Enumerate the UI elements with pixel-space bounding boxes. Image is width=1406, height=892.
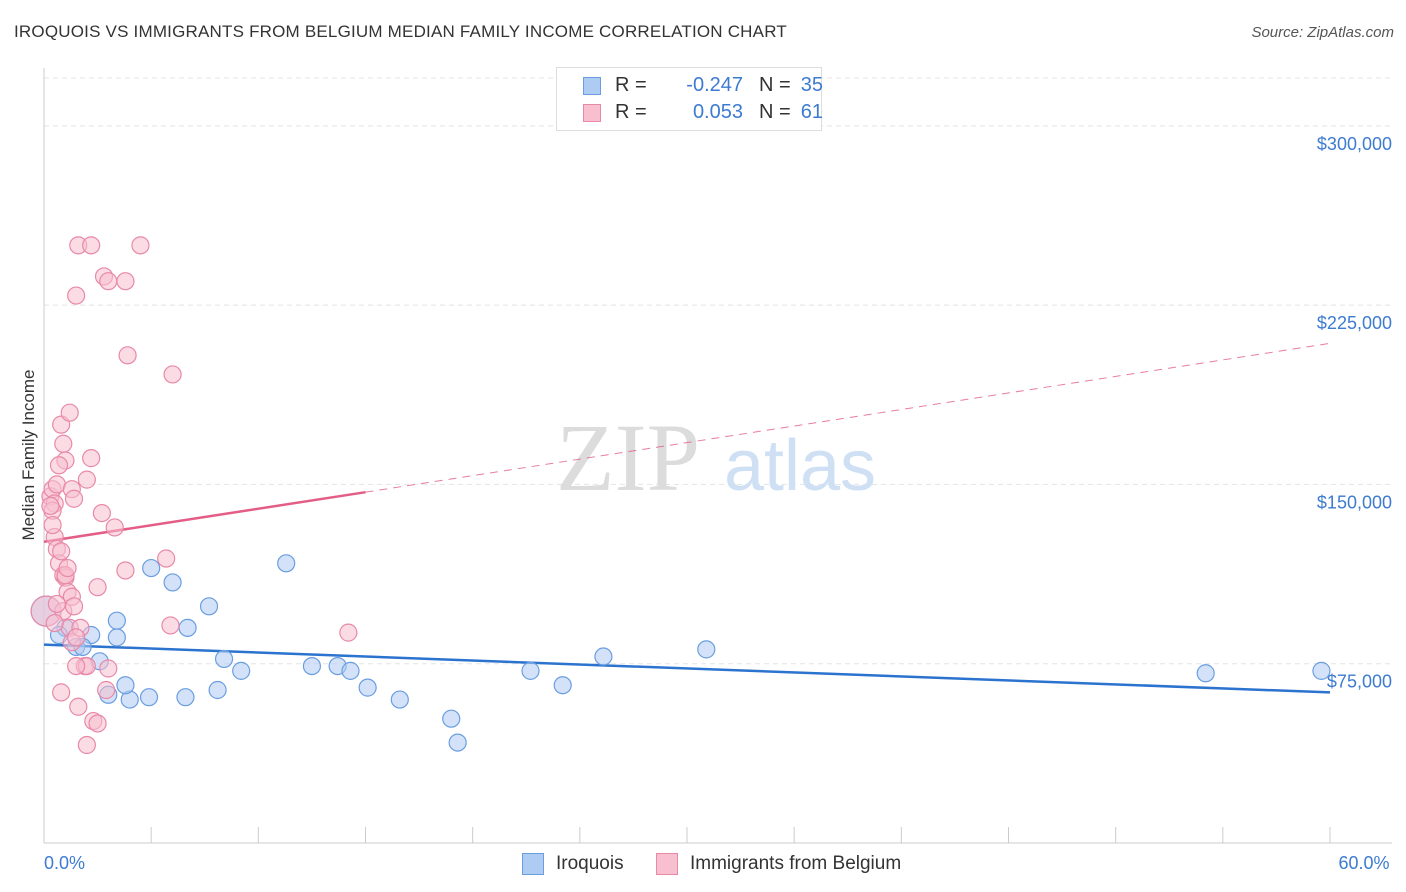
- point-belgium: [47, 594, 66, 614]
- y-tick-label: $300,000: [1317, 134, 1392, 154]
- r-value: -0.247: [686, 74, 743, 96]
- point-belgium: [77, 470, 96, 489]
- point-belgium: [161, 616, 180, 635]
- point-belgium: [118, 346, 137, 365]
- correlation-legend: R = -0.247 N = 35 R = 0.053 N = 61: [556, 67, 823, 131]
- data-points: [30, 236, 1331, 755]
- point-belgium: [64, 489, 84, 508]
- legend-swatch-iroquois: [522, 853, 544, 875]
- point-iroquois: [358, 678, 377, 697]
- trend-line: [43, 643, 1331, 694]
- tick-labels: $75,000 $150,000 $225,000 $300,000 0.0% 60.0%: [44, 134, 1392, 873]
- point-belgium: [60, 403, 79, 422]
- point-belgium: [67, 656, 86, 676]
- point-iroquois: [199, 597, 219, 616]
- point-iroquois: [341, 661, 360, 680]
- point-belgium: [88, 578, 107, 597]
- point-belgium: [52, 542, 71, 561]
- point-iroquois: [302, 656, 322, 676]
- point-belgium: [97, 680, 116, 700]
- point-iroquois: [277, 554, 296, 573]
- point-belgium: [163, 365, 182, 384]
- point-belgium: [157, 549, 176, 568]
- point-belgium: [99, 659, 118, 678]
- point-belgium: [41, 496, 60, 516]
- y-tick-label: $225,000: [1317, 313, 1392, 333]
- point-iroquois: [1196, 664, 1215, 683]
- point-iroquois: [142, 558, 161, 578]
- point-belgium: [92, 503, 111, 523]
- point-iroquois: [178, 618, 197, 637]
- point-iroquois: [107, 628, 126, 647]
- point-iroquois: [390, 690, 409, 709]
- r-label: R =: [615, 74, 647, 96]
- point-iroquois: [214, 649, 234, 669]
- grid: [44, 77, 1392, 665]
- point-belgium: [105, 518, 124, 537]
- y-axis-label: Median Family Income: [19, 369, 38, 540]
- x-tick-label: 0.0%: [44, 853, 85, 873]
- point-iroquois: [442, 709, 461, 728]
- n-label: N =: [759, 101, 791, 123]
- point-belgium: [49, 456, 69, 475]
- point-belgium: [116, 561, 135, 580]
- legend-label-iroquois: Iroquois: [556, 853, 624, 874]
- point-iroquois: [176, 688, 195, 707]
- watermark-zip: ZIP: [556, 404, 700, 511]
- point-belgium: [99, 272, 118, 291]
- point-iroquois: [521, 661, 540, 680]
- legend-swatch-belgium: [656, 853, 678, 875]
- point-belgium: [64, 597, 84, 616]
- point-iroquois: [697, 640, 716, 659]
- source-credit: Source: ZipAtlas.com: [1251, 24, 1394, 41]
- point-belgium: [88, 714, 107, 733]
- point-iroquois: [594, 647, 613, 666]
- point-belgium: [131, 236, 150, 255]
- x-tick-label: 60.0%: [1338, 853, 1389, 873]
- point-belgium: [77, 735, 96, 755]
- point-iroquois: [139, 688, 159, 707]
- legend-swatch-iroquois: [583, 77, 601, 95]
- r-label: R =: [615, 101, 647, 123]
- y-tick-label: $75,000: [1327, 672, 1392, 692]
- point-belgium: [82, 449, 101, 468]
- r-value: 0.053: [692, 101, 743, 123]
- point-belgium: [67, 286, 86, 305]
- point-iroquois: [208, 680, 227, 700]
- point-iroquois: [1312, 661, 1331, 680]
- point-belgium: [47, 475, 66, 494]
- trend-lines: [43, 342, 1331, 694]
- trend-line-dashed: [365, 342, 1331, 493]
- point-iroquois: [553, 676, 572, 695]
- point-belgium: [339, 623, 358, 642]
- axes: [43, 68, 1392, 844]
- n-value: 35: [800, 74, 823, 96]
- point-belgium: [58, 558, 77, 578]
- y-tick-label: $150,000: [1317, 492, 1392, 512]
- point-belgium: [67, 628, 86, 647]
- point-belgium: [43, 515, 62, 535]
- chart-title: IROQUOIS VS IMMIGRANTS FROM BELGIUM MEDI…: [14, 22, 787, 41]
- legend-label-belgium: Immigrants from Belgium: [690, 853, 902, 874]
- legend-swatch-belgium: [583, 104, 601, 122]
- watermark: ZIP atlas: [556, 404, 876, 511]
- watermark-atlas: atlas: [724, 426, 876, 506]
- point-belgium: [82, 236, 101, 255]
- point-iroquois: [448, 733, 467, 752]
- point-belgium: [54, 434, 73, 453]
- point-iroquois: [163, 573, 182, 592]
- point-iroquois: [107, 611, 126, 630]
- point-belgium: [45, 613, 64, 633]
- n-label: N =: [759, 74, 791, 96]
- point-iroquois: [232, 661, 251, 680]
- point-belgium: [52, 683, 71, 702]
- point-belgium: [69, 697, 88, 716]
- trend-line-solid: [43, 490, 366, 544]
- point-iroquois: [116, 676, 135, 695]
- n-value: 61: [800, 101, 823, 123]
- point-belgium: [116, 272, 135, 291]
